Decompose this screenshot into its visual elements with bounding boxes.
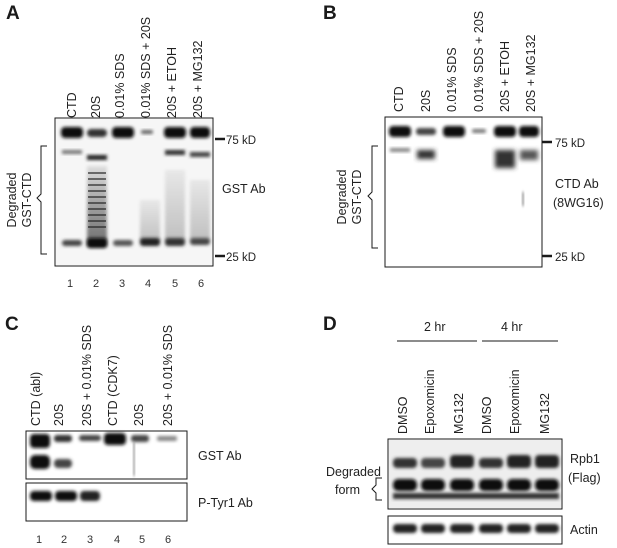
panel-a-lane-num-3: 3: [119, 278, 125, 290]
panel-a-lane-num-6: 6: [198, 278, 204, 290]
panel-a-lane-num-5: 5: [172, 278, 178, 290]
panel-c-lane-label-3: 20S + 0.01% SDS: [80, 325, 94, 426]
panel-c-lane-label-5: 20S: [132, 404, 146, 426]
panel-c-blot-bottom: [25, 482, 188, 522]
panel-c-lane-label-6: 20S + 0.01% SDS: [161, 325, 175, 426]
panel-d-bracket-label-1: Degraded: [326, 465, 381, 479]
panel-a-letter: A: [6, 3, 20, 24]
panel-b-lane-label-3: 0.01% SDS: [445, 47, 459, 112]
panel-b-blot: [384, 116, 543, 268]
panel-b-lane-label-4: 0.01% SDS + 20S: [472, 11, 486, 112]
panel-a-lane-label-4: 0.01% SDS + 20S: [139, 17, 153, 118]
panel-a-lane-label-2: 20S: [89, 96, 103, 118]
panel-c-antibody-bottom: P-Tyr1 Ab: [198, 496, 253, 510]
panel-c-blot-top: [25, 430, 188, 480]
panel-d-letter: D: [323, 314, 337, 335]
panel-a-lane-num-2: 2: [93, 278, 99, 290]
panel-a-bracket-label-1: Degraded: [5, 173, 19, 228]
panel-d-time-2hr: 2 hr: [424, 320, 446, 334]
panel-d-loading-control: Actin: [570, 523, 598, 537]
panel-a-bracket: [36, 145, 47, 255]
panel-a-blot: [54, 117, 214, 267]
panel-a-lane-num-4: 4: [145, 278, 151, 290]
panel-b-bracket-label-1: Degraded: [335, 170, 349, 225]
panel-a-bracket-label-2: GST-CTD: [20, 173, 34, 228]
panel-d-lane-label-5: Epoxomicin: [508, 369, 522, 434]
panel-c-lane-label-2: 20S: [52, 404, 66, 426]
panel-a-mw-top: 75 kD: [226, 135, 256, 147]
panel-b-mw-bottom: 25 kD: [555, 252, 585, 264]
panel-d-blot-actin: [387, 515, 563, 545]
panel-b-lane-label-6: 20S + MG132: [524, 34, 538, 112]
panel-b-bracket-label-2: GST-CTD: [350, 170, 364, 225]
panel-a-mw-bottom: 25 kD: [226, 252, 256, 264]
panel-d-lane-label-6: MG132: [538, 393, 552, 434]
panel-d-antibody-2: (Flag): [568, 471, 601, 485]
panel-d-lane-label-4: DMSO: [480, 396, 494, 434]
panel-a-lane-label-6: 20S + MG132: [191, 40, 205, 118]
panel-c-lane-label-4: CTD (CDK7): [106, 355, 120, 426]
panel-d-time-4hr: 4 hr: [501, 320, 523, 334]
panel-d-lane-label-3: MG132: [452, 393, 466, 434]
panel-b-lane-label-2: 20S: [419, 90, 433, 112]
panel-b-letter: B: [323, 3, 337, 24]
panel-a-antibody: GST Ab: [222, 182, 266, 196]
panel-b-lane-label-5: 20S + ETOH: [498, 41, 512, 112]
panel-d-lane-label-1: DMSO: [396, 396, 410, 434]
panel-c-lane-num-4: 4: [114, 534, 120, 546]
panel-c-letter: C: [5, 314, 19, 335]
panel-d-bracket: [371, 477, 382, 501]
panel-b-antibody-2: (8WG16): [553, 196, 604, 210]
panel-d-antibody-1: Rpb1: [570, 452, 600, 466]
panel-a-lane-label-5: 20S + ETOH: [165, 47, 179, 118]
panel-c-lane-label-1: CTD (abl): [29, 372, 43, 426]
panel-b-lane-label-1: CTD: [392, 86, 406, 112]
panel-c-lane-num-2: 2: [61, 534, 67, 546]
panel-d-lane-label-2: Epoxomicin: [423, 369, 437, 434]
panel-d-bracket-label-2: form: [335, 483, 360, 497]
panel-d-blot-rpb1: [387, 438, 563, 510]
panel-c-lane-num-1: 1: [36, 534, 42, 546]
panel-c: C CTD (abl) 20S 20S + 0.01% SDS CTD (CDK…: [5, 314, 253, 546]
panel-a-lane-label-1: CTD: [65, 92, 79, 118]
panel-b-bracket: [367, 145, 378, 249]
panel-d: D 2 hr 4 hr DMSO Epoxomicin MG132 DMSO E…: [323, 314, 601, 545]
panel-b: B CTD 20S 0.01% SDS 0.01% SDS + 20S 20S …: [323, 3, 604, 268]
panel-b-mw-top: 75 kD: [555, 138, 585, 150]
panel-c-antibody-top: GST Ab: [198, 449, 242, 463]
panel-a: A CTD 20S 0.01% SDS 0.01% SDS + 20S 20S …: [5, 3, 266, 290]
panel-c-lane-num-6: 6: [165, 534, 171, 546]
panel-b-antibody-1: CTD Ab: [555, 177, 599, 191]
panel-a-lane-label-3: 0.01% SDS: [113, 53, 127, 118]
panel-a-lane-num-1: 1: [67, 278, 73, 290]
panel-c-lane-num-5: 5: [139, 534, 145, 546]
panel-c-lane-num-3: 3: [87, 534, 93, 546]
